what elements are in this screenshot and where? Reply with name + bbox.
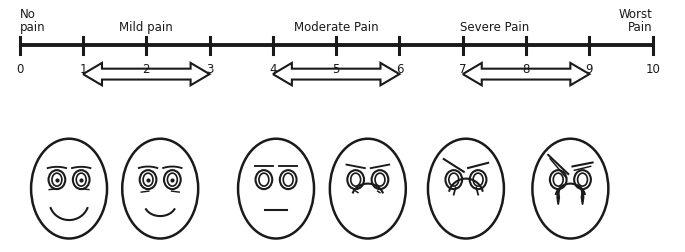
Text: 1: 1: [79, 63, 87, 76]
Text: 8: 8: [523, 63, 530, 76]
Text: 3: 3: [206, 63, 213, 76]
Text: 6: 6: [396, 63, 403, 76]
Text: 7: 7: [459, 63, 466, 76]
Text: 10: 10: [645, 63, 660, 76]
Text: 5: 5: [332, 63, 340, 76]
Text: Severe Pain: Severe Pain: [460, 21, 529, 35]
Text: 9: 9: [586, 63, 593, 76]
Text: 2: 2: [142, 63, 150, 76]
Text: Mild pain: Mild pain: [119, 21, 173, 35]
Text: No
pain: No pain: [20, 8, 45, 35]
Text: 0: 0: [16, 63, 23, 76]
Text: 4: 4: [269, 63, 277, 76]
Text: Moderate Pain: Moderate Pain: [294, 21, 379, 35]
Text: Worst
Pain: Worst Pain: [619, 8, 653, 35]
